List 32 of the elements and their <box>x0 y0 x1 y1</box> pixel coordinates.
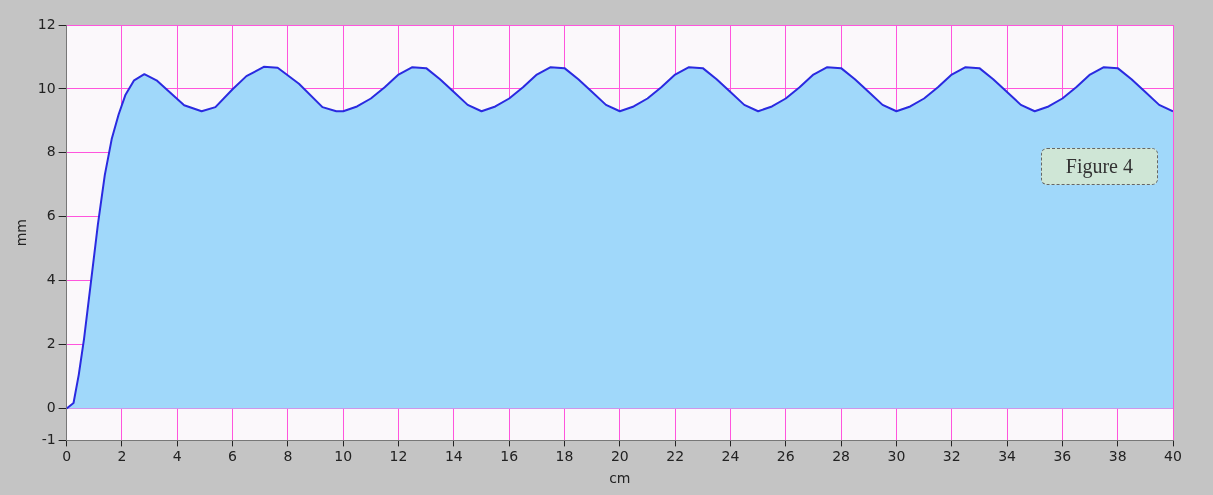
x-tick-label: 2 <box>117 448 127 465</box>
x-tick-label: 34 <box>998 448 1017 465</box>
y-tick-label: 0 <box>46 399 56 416</box>
x-tick-label: 36 <box>1053 448 1072 465</box>
y-tick-label: 4 <box>46 271 56 288</box>
x-tick-label: 30 <box>887 448 906 465</box>
x-tick-label: 32 <box>942 448 961 465</box>
annotation: Figure 4 <box>1040 148 1158 185</box>
x-tick-label: 18 <box>555 448 574 465</box>
y-tick-label: 10 <box>37 79 56 96</box>
x-tick-label: 16 <box>500 448 519 465</box>
x-tick-label: 24 <box>721 448 740 465</box>
y-axis-title: mm <box>13 219 30 247</box>
x-tick-label: 28 <box>832 448 850 465</box>
x-tick-label: 40 <box>1164 448 1182 465</box>
x-tick-label: 38 <box>1108 448 1127 465</box>
x-tick-label: 26 <box>776 448 795 465</box>
x-tick-label: 8 <box>283 448 293 465</box>
x-tick-label: 12 <box>389 448 408 465</box>
y-tick-label: -1 <box>41 431 56 448</box>
y-tick-label: 6 <box>46 207 56 224</box>
y-tick-label: 12 <box>37 15 56 32</box>
x-tick-label: 6 <box>228 448 238 465</box>
y-tick-label: 8 <box>46 143 56 160</box>
x-tick-label: 4 <box>172 448 182 465</box>
x-tick-label: 22 <box>666 448 685 465</box>
x-tick-label: 10 <box>334 448 353 465</box>
x-tick-label: 0 <box>62 448 72 465</box>
y-tick-label: 2 <box>46 335 56 352</box>
x-tick-label: 20 <box>610 448 629 465</box>
x-axis-title: cm <box>609 470 631 487</box>
x-tick-label: 14 <box>444 448 463 465</box>
